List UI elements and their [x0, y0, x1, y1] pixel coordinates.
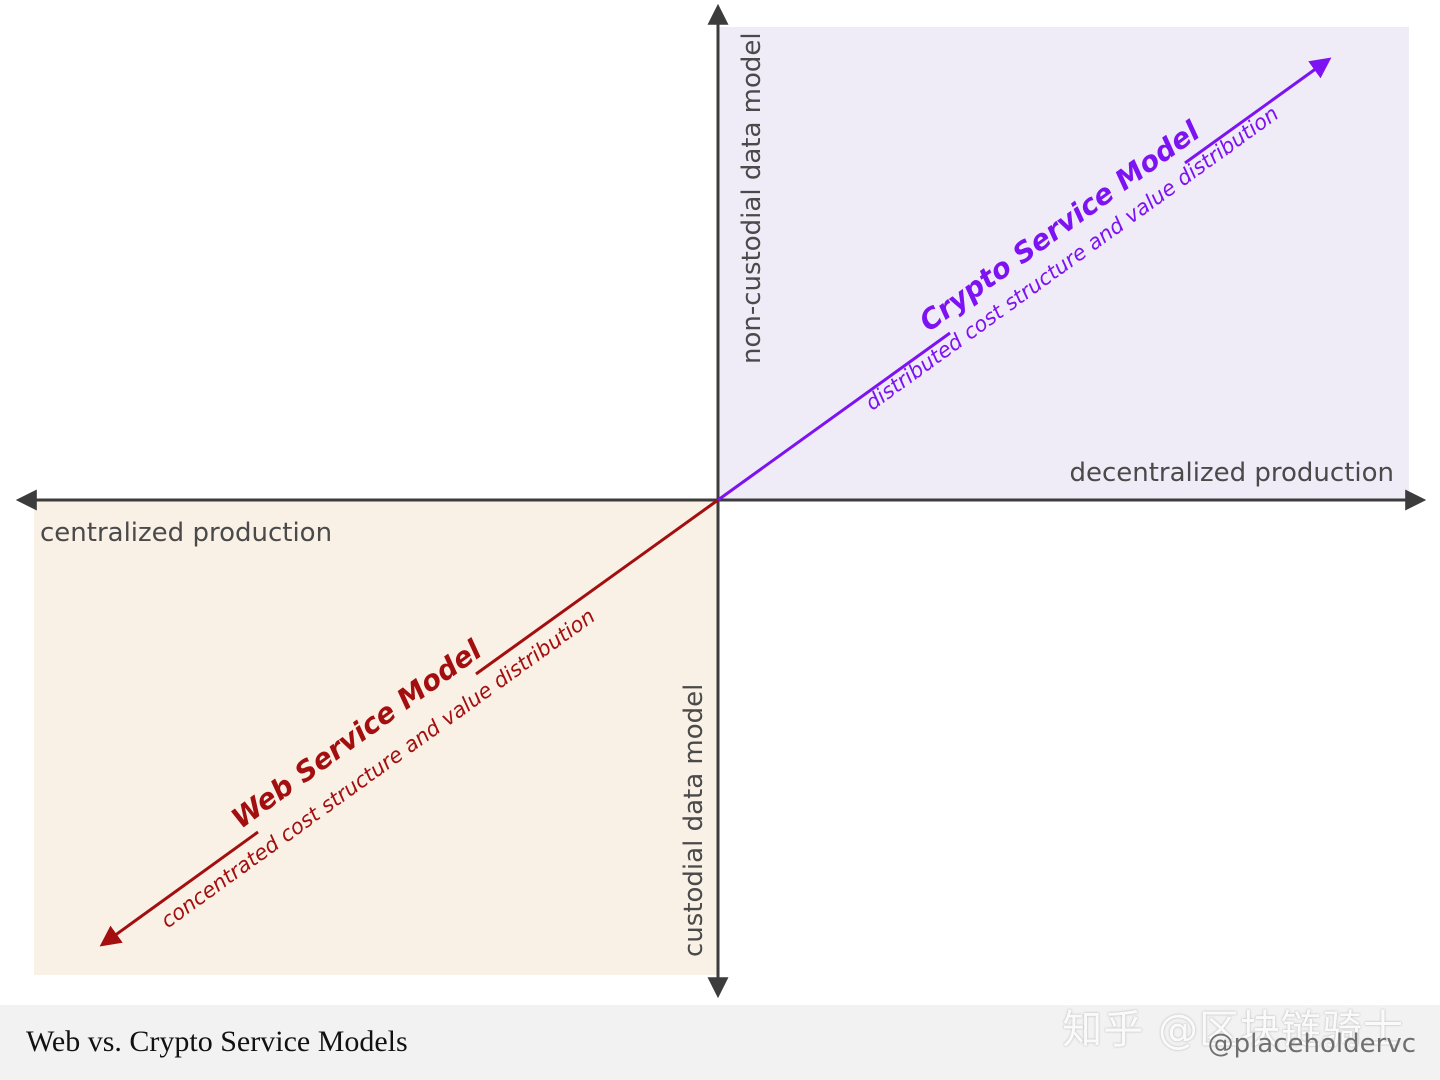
figure-caption: Web vs. Crypto Service Models: [26, 1025, 408, 1058]
quadrant-diagram: non-custodial data model custodial data …: [15, 3, 1427, 999]
y-negative-label: custodial data model: [679, 684, 709, 957]
crypto-arrow-upper: [1184, 57, 1332, 165]
x-positive-label: decentralized production: [1069, 458, 1394, 488]
web-arrow-upper: [475, 498, 719, 676]
credit-handle: @placeholdervc: [1207, 1029, 1416, 1059]
web-arrow-lower: [99, 830, 259, 947]
y-positive-label: non-custodial data model: [737, 32, 767, 364]
footer-bar: Web vs. Crypto Service Models 知乎 @区块链骑士 …: [0, 1005, 1440, 1080]
web-quadrant-background: [34, 500, 718, 975]
x-negative-label: centralized production: [40, 518, 332, 548]
watermark: 知乎 @区块链骑士: [1062, 1007, 1404, 1053]
crypto-quadrant-background: [718, 27, 1409, 500]
crypto-arrow-lower: [717, 331, 951, 502]
